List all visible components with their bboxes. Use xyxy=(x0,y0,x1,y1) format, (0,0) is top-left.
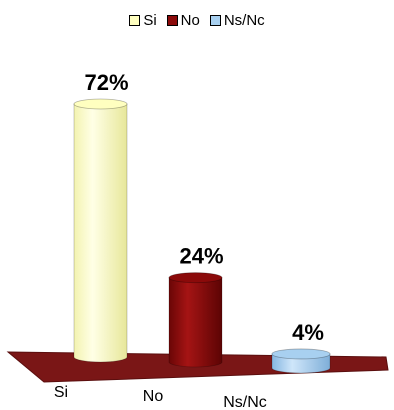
chart-legend: Si No Ns/Nc xyxy=(0,8,394,32)
legend-swatch xyxy=(209,14,221,26)
legend-swatch xyxy=(129,14,141,26)
legend-item: Si xyxy=(129,11,157,29)
bar-top xyxy=(73,98,128,110)
legend-item: No xyxy=(166,11,200,29)
legend-item: Ns/Nc xyxy=(209,11,265,29)
legend-label: Si xyxy=(143,11,157,29)
value-label: 72% xyxy=(84,70,128,95)
legend-label: Ns/Nc xyxy=(223,11,265,29)
legend-label: No xyxy=(180,11,200,29)
bar-top xyxy=(271,348,331,360)
value-label: 4% xyxy=(292,320,324,345)
legend-swatch xyxy=(166,14,178,26)
bar-no xyxy=(168,272,223,368)
value-label: 24% xyxy=(179,244,223,269)
bar-si xyxy=(73,98,128,363)
bar-body xyxy=(73,103,128,363)
category-label: Si xyxy=(54,384,68,401)
bar-body xyxy=(271,353,331,374)
bar-body xyxy=(168,277,223,368)
bar-top xyxy=(168,272,223,284)
category-label: Ns/Nc xyxy=(223,394,267,410)
bar-ns-nc xyxy=(271,348,331,374)
category-label: No xyxy=(143,388,164,405)
